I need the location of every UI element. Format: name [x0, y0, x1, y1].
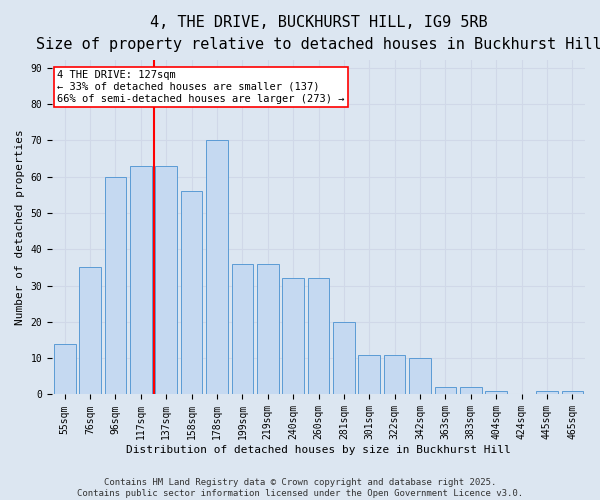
Bar	[562, 391, 583, 394]
Bar	[232, 264, 253, 394]
Bar	[79, 268, 101, 394]
Title: 4, THE DRIVE, BUCKHURST HILL, IG9 5RB
Size of property relative to detached hous: 4, THE DRIVE, BUCKHURST HILL, IG9 5RB Si…	[35, 15, 600, 52]
Bar	[434, 387, 456, 394]
Bar	[409, 358, 431, 395]
X-axis label: Distribution of detached houses by size in Buckhurst Hill: Distribution of detached houses by size …	[126, 445, 511, 455]
Bar	[283, 278, 304, 394]
Bar	[130, 166, 152, 394]
Bar	[333, 322, 355, 394]
Bar	[181, 191, 202, 394]
Bar	[358, 354, 380, 395]
Bar	[485, 391, 507, 394]
Bar	[54, 344, 76, 394]
Bar	[155, 166, 177, 394]
Bar	[206, 140, 228, 394]
Y-axis label: Number of detached properties: Number of detached properties	[15, 130, 25, 326]
Bar	[384, 354, 406, 395]
Bar	[308, 278, 329, 394]
Text: 4 THE DRIVE: 127sqm
← 33% of detached houses are smaller (137)
66% of semi-detac: 4 THE DRIVE: 127sqm ← 33% of detached ho…	[58, 70, 345, 104]
Bar	[536, 391, 558, 394]
Bar	[104, 176, 126, 394]
Text: Contains HM Land Registry data © Crown copyright and database right 2025.
Contai: Contains HM Land Registry data © Crown c…	[77, 478, 523, 498]
Bar	[460, 387, 482, 394]
Bar	[257, 264, 278, 394]
